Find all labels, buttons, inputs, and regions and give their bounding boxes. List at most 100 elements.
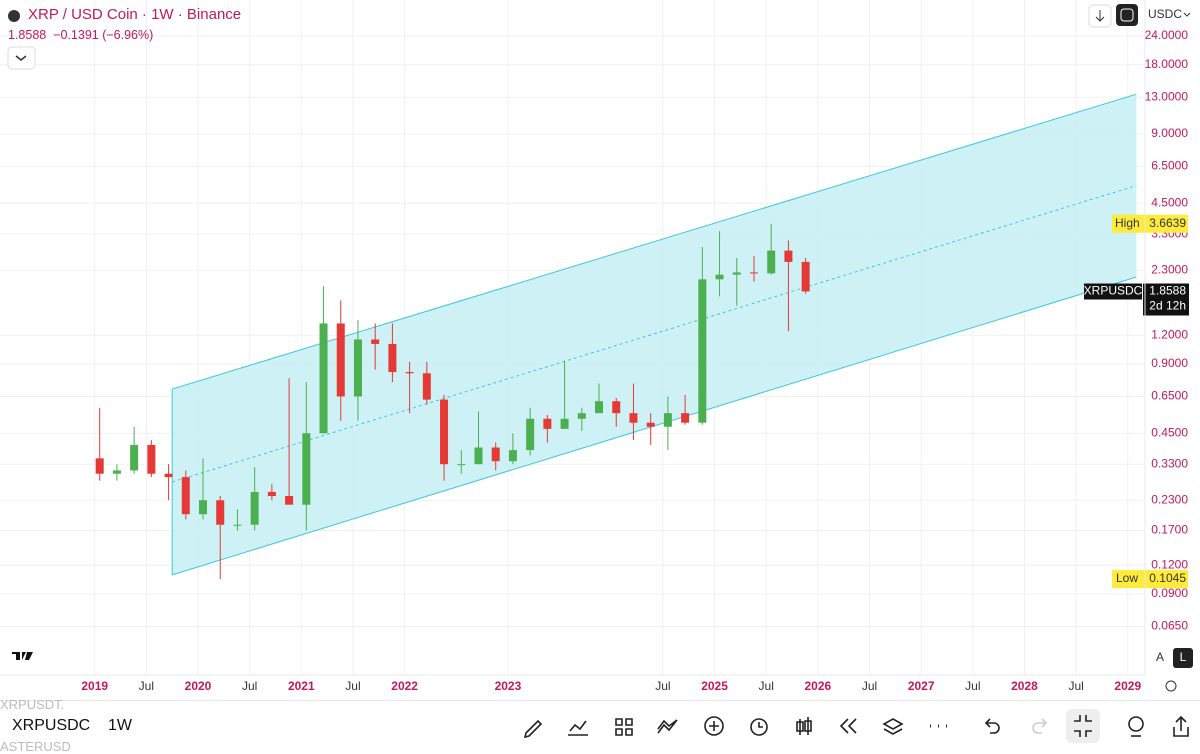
low-value: 0.1045: [1149, 571, 1186, 585]
watchlist-prev[interactable]: XRPUSDT.: [0, 697, 65, 712]
candle-body: [732, 272, 741, 275]
candle-body: [164, 473, 173, 478]
candle-body: [181, 477, 190, 515]
low-marker: [1112, 570, 1188, 589]
candle-body: [422, 373, 431, 400]
x-tick-label: Jul: [862, 679, 877, 693]
alert-tool[interactable]: [750, 718, 768, 736]
share-tool[interactable]: [1173, 715, 1189, 737]
candle-body: [130, 444, 139, 471]
y-tick-label: 0.2300: [1151, 492, 1188, 506]
candle-body: [715, 274, 724, 280]
undo-tool[interactable]: [984, 718, 1000, 734]
symbol-logo: [8, 10, 20, 22]
collapse-button[interactable]: [7, 46, 36, 70]
exit-fullscreen-tool[interactable]: [1074, 715, 1092, 737]
auto-scale-button[interactable]: A: [1156, 650, 1164, 664]
x-tick-label: Jul: [759, 679, 774, 693]
settings-icon[interactable]: [1165, 680, 1177, 692]
candle-body: [663, 413, 672, 427]
last-price-label: 1.8588: [1149, 284, 1186, 298]
candle-body: [749, 272, 758, 274]
last-symbol-box: [1084, 283, 1142, 300]
candle-body: [612, 401, 621, 414]
y-tick-label: 24.0000: [1145, 28, 1189, 42]
candle-body: [629, 413, 638, 423]
high-marker: [1112, 214, 1188, 233]
indicators-tool[interactable]: [568, 720, 588, 736]
candle-body: [784, 250, 793, 262]
x-tick-label: Jul: [965, 679, 980, 693]
candle-body: [95, 458, 104, 474]
candle-body: [526, 418, 535, 451]
footer-symbol[interactable]: XRPUSDC: [12, 717, 91, 734]
replay-tool[interactable]: [839, 718, 857, 734]
x-tick-label: 2029: [1114, 679, 1141, 693]
candle-body: [560, 418, 569, 429]
countdown: 2d 12h: [1149, 299, 1186, 313]
y-tick-label: 2.3000: [1151, 262, 1188, 276]
redo-tool: [1032, 718, 1048, 734]
last-symbol: XRPUSDC: [1084, 284, 1143, 298]
candle-body: [543, 418, 552, 429]
y-tick-label: 0.0650: [1151, 619, 1188, 633]
candle-body: [491, 447, 500, 462]
chart-type-tool[interactable]: [796, 717, 812, 735]
candle-body: [595, 401, 604, 414]
candle-body: [250, 491, 259, 525]
log-scale-button[interactable]: L: [1180, 650, 1187, 664]
add-tool[interactable]: [704, 716, 724, 736]
candle-body: [681, 413, 690, 423]
draw-tool[interactable]: [523, 719, 543, 739]
x-tick-label: 2021: [288, 679, 315, 693]
candle-body: [336, 323, 345, 397]
y-tick-label: 0.1700: [1151, 523, 1188, 537]
y-tick-label: 0.4500: [1151, 425, 1188, 439]
high-value: 3.6639: [1149, 216, 1186, 230]
x-tick-label: 2025: [701, 679, 728, 693]
x-tick-label: Jul: [1068, 679, 1083, 693]
watchlist-next[interactable]: ASTERUSD: [0, 739, 71, 754]
download-icon: [1095, 10, 1105, 22]
candle-body: [147, 444, 156, 474]
fullscreen-button[interactable]: [1116, 4, 1138, 26]
compare-tool[interactable]: [657, 719, 678, 734]
candle-body: [508, 450, 517, 462]
layers-tool[interactable]: [882, 718, 904, 735]
high-label: High: [1115, 216, 1140, 230]
y-tick-label: 4.5000: [1151, 195, 1188, 209]
idea-tool[interactable]: [1128, 716, 1144, 732]
candle-body: [112, 470, 121, 474]
y-tick-label: 1.2000: [1151, 327, 1188, 341]
candle-body: [801, 261, 810, 292]
toolbar: [523, 709, 1189, 743]
candle-body: [767, 250, 776, 274]
footer-interval[interactable]: 1W: [108, 717, 132, 734]
y-tick-label: 0.6500: [1151, 389, 1188, 403]
currency[interactable]: USDC: [1148, 7, 1182, 21]
x-tick-label: 2019: [81, 679, 108, 693]
layouts-tool[interactable]: [615, 718, 633, 736]
symbol-title: XRP / USD Coin · 1W · Binance: [28, 6, 242, 23]
price-change: −0.1391 (−6.96%): [53, 28, 154, 42]
candle-body: [698, 279, 707, 423]
x-tick-label: 2028: [1011, 679, 1038, 693]
collapse-icon: [15, 55, 27, 61]
x-tick-label: Jul: [242, 679, 257, 693]
x-tick-label: 2022: [391, 679, 418, 693]
chart: 24.0000 18.0000 13.0000 9.0000 6.5000 4.5000 3…: [0, 0, 1193, 693]
exit-fullscreen-bg: [1066, 709, 1100, 743]
y-tick-label: 0.0900: [1151, 586, 1188, 600]
x-tick-label: Jul: [345, 679, 360, 693]
candle-body: [440, 399, 449, 465]
log-scale-bg: [1173, 648, 1193, 668]
fullscreen-icon: [1120, 8, 1134, 22]
x-tick-label: 2023: [495, 679, 522, 693]
x-tick-label: 2020: [185, 679, 212, 693]
x-tick-label: Jul: [139, 679, 154, 693]
candle-body: [319, 323, 328, 434]
candle-body: [233, 524, 242, 526]
candle-body: [285, 496, 294, 505]
candle-body: [199, 500, 208, 515]
